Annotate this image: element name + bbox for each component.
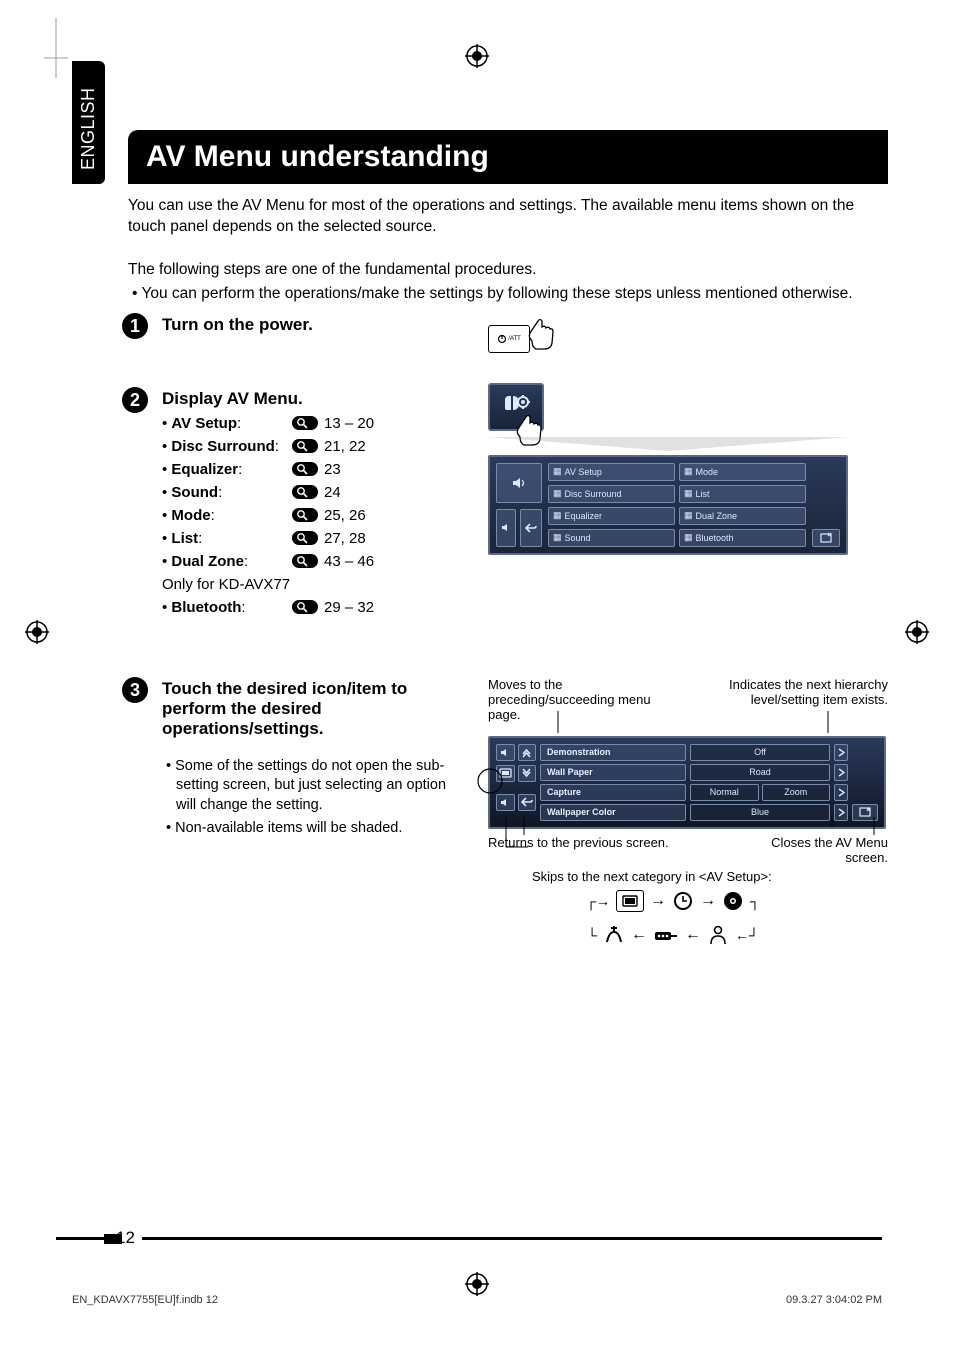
speaker-icon xyxy=(496,463,542,503)
display-icon xyxy=(616,890,644,912)
ref-pages: 23 xyxy=(324,461,341,478)
ref-label: List xyxy=(171,530,198,547)
connector-lines xyxy=(488,711,886,735)
ref-pages: 27, 28 xyxy=(324,530,366,547)
magnifier-icon xyxy=(292,531,318,545)
footer-meta: EN_KDAVX7755[EU]f.indb 12 09.3.27 3:04:0… xyxy=(72,1294,882,1306)
dropdown-triangle-icon xyxy=(488,437,848,451)
clock-icon xyxy=(672,890,694,912)
highlight-circle-icon xyxy=(476,767,504,795)
intro-text: You can use the AV Menu for most of the … xyxy=(128,196,888,238)
settings-screenshot: Demonstration Off Wall Paper Road Captur… xyxy=(488,736,886,829)
ref-label: Mode xyxy=(171,507,210,524)
subintro-text: The following steps are one of the funda… xyxy=(128,260,888,281)
connector-lines-bottom xyxy=(488,817,886,857)
magnifier-icon xyxy=(292,554,318,568)
language-tab: ENGLISH xyxy=(72,61,105,184)
page-up-icon xyxy=(518,744,537,761)
speaker-small-icon xyxy=(496,509,516,547)
menu-cell: ▦ Sound xyxy=(548,529,675,547)
setting-value: Normal xyxy=(690,784,759,801)
ref-label: Bluetooth xyxy=(171,599,241,616)
speaker-icon xyxy=(496,744,515,761)
ref-label: AV Setup xyxy=(171,415,237,432)
magnifier-icon xyxy=(292,508,318,522)
registration-mark-icon xyxy=(905,620,929,644)
tuner-icon xyxy=(603,924,625,946)
power-button-figure: /ATT xyxy=(488,315,578,365)
registration-mark-icon xyxy=(25,620,49,644)
input-icon xyxy=(653,926,679,944)
step3-note: • Some of the settings do not open the s… xyxy=(162,757,462,816)
setting-value: Road xyxy=(690,764,830,781)
step-number-1: 1 xyxy=(122,313,148,339)
av-menu-screenshot: ▦ AV Setup ▦ Mode ▦ Disc Surround ▦ List… xyxy=(488,455,848,555)
magnifier-icon xyxy=(292,439,318,453)
ref-label: Equalizer xyxy=(171,461,238,478)
ref-pages: 13 – 20 xyxy=(324,415,374,432)
ref-label: Disc Surround xyxy=(171,438,274,455)
chevron-right-icon xyxy=(834,764,848,781)
menu-cell: ▦ Equalizer xyxy=(548,507,675,525)
ref-label: Dual Zone xyxy=(171,553,244,570)
page-title: AV Menu understanding xyxy=(128,130,888,184)
menu-cell: ▦ Mode xyxy=(679,463,806,481)
page-number: 12 xyxy=(116,1228,135,1248)
ref-pages: 29 – 32 xyxy=(324,599,374,616)
step3-note: • Non-available items will be shaded. xyxy=(162,819,462,839)
chevron-right-icon xyxy=(834,784,848,801)
setting-label: Capture xyxy=(540,784,686,801)
close-icon xyxy=(812,529,840,547)
step3-title: Touch the desired icon/item to perform t… xyxy=(162,679,462,739)
setting-label: Wall Paper xyxy=(540,764,686,781)
step3-notes: • Some of the settings do not open the s… xyxy=(162,757,462,839)
menu-cell: ▦ List xyxy=(679,485,806,503)
ref-pages: 25, 26 xyxy=(324,507,366,524)
magnifier-icon xyxy=(292,600,318,614)
registration-mark-icon xyxy=(465,1272,489,1296)
back-icon xyxy=(520,509,542,547)
ref-label: Sound xyxy=(171,484,218,501)
setting-value: Off xyxy=(690,744,830,761)
subintro-bullet: • You can perform the operations/make th… xyxy=(128,285,888,303)
menu-cell: ▦ AV Setup xyxy=(548,463,675,481)
footer-date: 09.3.27 3:04:02 PM xyxy=(786,1294,882,1306)
speaker-small-icon xyxy=(496,794,515,811)
disc-icon xyxy=(722,890,744,912)
magnifier-icon xyxy=(292,462,318,476)
menu-cell: ▦ Disc Surround xyxy=(548,485,675,503)
back-icon xyxy=(518,794,537,811)
menu-cell: ▦ Dual Zone xyxy=(679,507,806,525)
ref-pages: 43 – 46 xyxy=(324,553,374,570)
ref-pages: 21, 22 xyxy=(324,438,366,455)
menu-cell: ▦ Bluetooth xyxy=(679,529,806,547)
ref-pages: 24 xyxy=(324,484,341,501)
setting-label: Demonstration xyxy=(540,744,686,761)
skips-label: Skips to the next category in <AV Setup>… xyxy=(488,869,888,884)
chevron-right-icon xyxy=(834,744,848,761)
footer-file: EN_KDAVX7755[EU]f.indb 12 xyxy=(72,1294,218,1306)
ref-row: • Bluetooth: 29 – 32 xyxy=(162,599,888,616)
page-down-icon xyxy=(518,765,537,782)
trim-mark-icon xyxy=(44,18,68,78)
step-number-2: 2 xyxy=(122,387,148,413)
magnifier-icon xyxy=(292,485,318,499)
person-icon xyxy=(707,924,729,946)
ref-row: • Dual Zone: 43 – 46 xyxy=(162,553,888,570)
footer-rule xyxy=(56,1234,882,1244)
category-cycle-figure: ┌→ → → ┐ └ ← ← ←┘ xyxy=(548,890,798,946)
step-number-3: 3 xyxy=(122,677,148,703)
hand-icon xyxy=(518,311,560,358)
registration-mark-icon xyxy=(465,44,489,68)
only-for-note: Only for KD-AVX77 xyxy=(162,576,888,593)
setting-value: Zoom xyxy=(762,784,831,801)
magnifier-icon xyxy=(292,416,318,430)
